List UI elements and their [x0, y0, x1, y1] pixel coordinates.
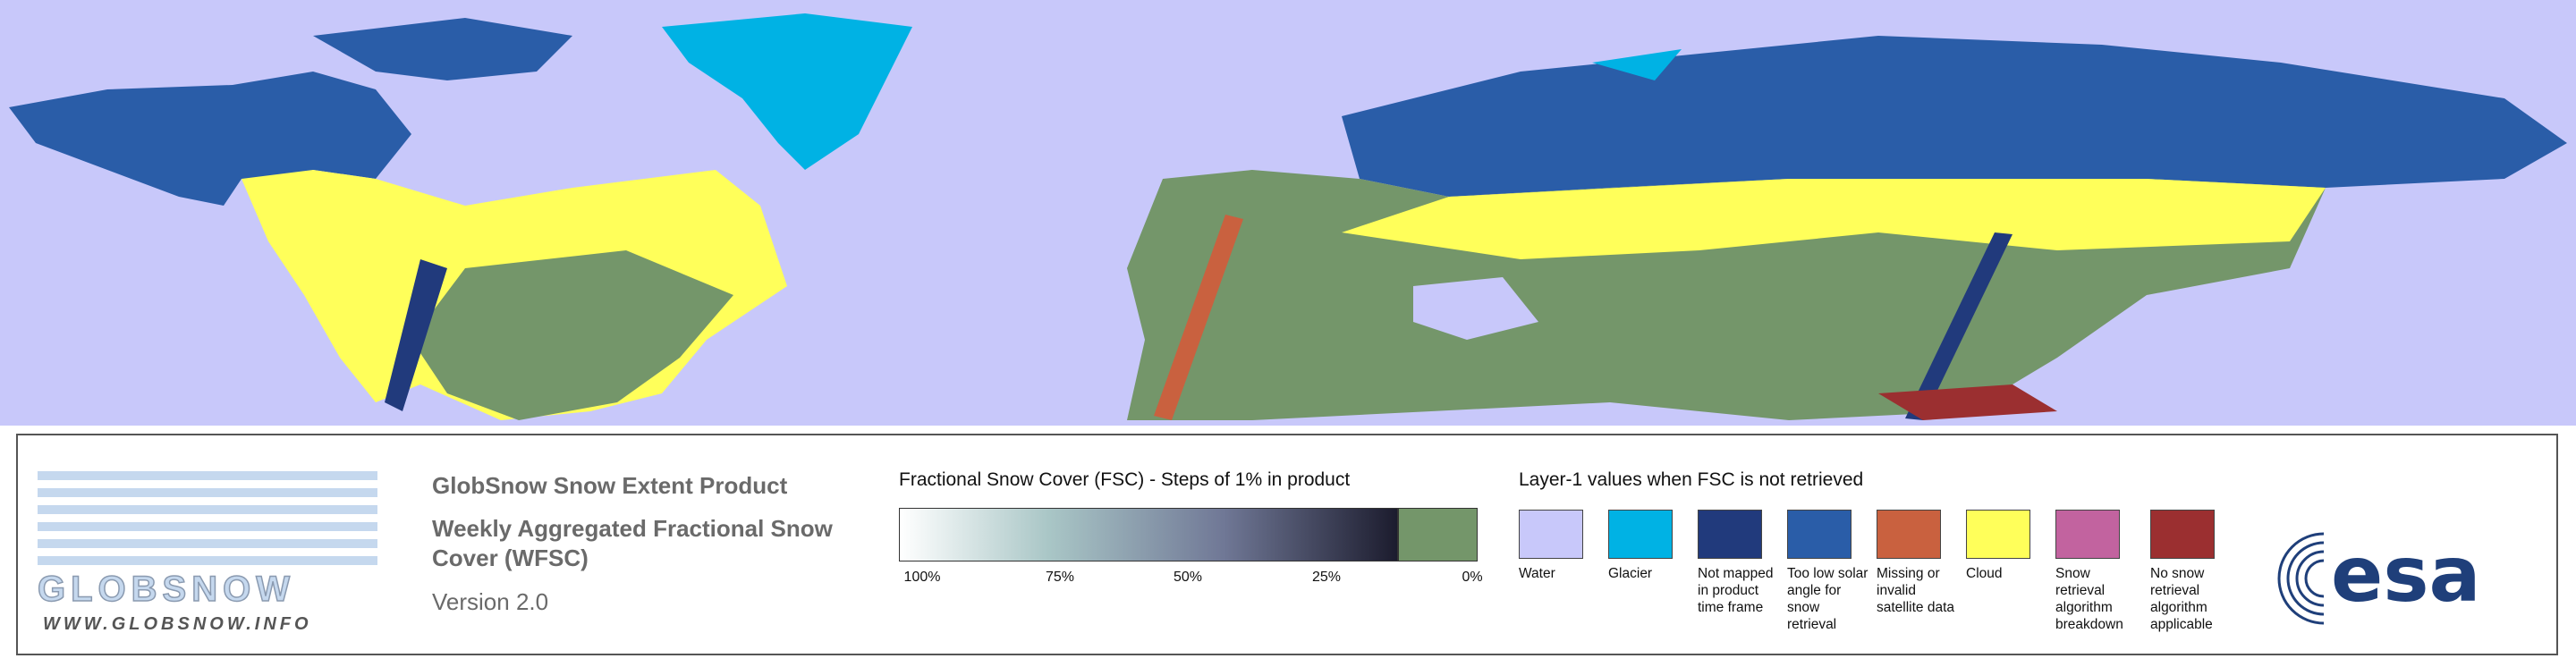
layer-swatch: [1698, 510, 1762, 559]
svalbard: [1592, 49, 1682, 80]
unmapped-swath-asia: [1905, 232, 2012, 420]
logo-name: GLOBSNOW: [37, 569, 295, 610]
arctic-north-america: [9, 72, 411, 206]
mediterranean: [1413, 277, 1538, 340]
product-title: GlobSnow Snow Extent Product: [432, 472, 788, 499]
layer-swatch: [2055, 510, 2120, 559]
product-subtitle: Weekly Aggregated Fractional Snow Cover …: [432, 515, 833, 571]
layer-swatch: [1966, 510, 2030, 559]
fsc-tick-label: 0%: [1462, 570, 1483, 585]
layer-swatch: [1608, 510, 1673, 559]
product-version: Version 2.0: [432, 588, 549, 615]
logo-url: WWW.GLOBSNOW.INFO: [43, 614, 312, 634]
layer-swatch: [2150, 510, 2215, 559]
layer-label: Not mapped in product time frame: [1698, 566, 1774, 615]
esa-text: esa: [2331, 530, 2481, 620]
arctic-islands: [313, 18, 572, 80]
fsc-tick-label: 25%: [1311, 570, 1342, 585]
fsc-tick-label: 75%: [1045, 570, 1075, 585]
layer-swatch: [1877, 510, 1941, 559]
no-retrieval-area: [1878, 384, 2057, 420]
logo-stripes: [38, 471, 377, 565]
layer-label: Too low solar angle for snow retrieval: [1787, 566, 1868, 632]
esa-logo: esa: [2277, 529, 2481, 637]
layer-swatch: [1519, 510, 1583, 559]
eurasia-cloud: [1342, 179, 2326, 259]
layer-label: Glacier: [1608, 566, 1653, 581]
fsc-gradient: [899, 508, 1398, 561]
layer-label: Cloud: [1966, 566, 2003, 581]
fsc-legend-title: Fractional Snow Cover (FSC) - Steps of 1…: [899, 469, 1351, 490]
layer-legend-title: Layer-1 values when FSC is not retrieved: [1519, 469, 1864, 490]
fsc-tick-label: 50%: [1173, 570, 1203, 585]
fsc-zero-swatch: [1398, 508, 1478, 561]
layer-label: Water: [1519, 566, 1555, 581]
snow-map: [0, 0, 2576, 426]
layer-label: Snow retrieval algorithm breakdown: [2055, 566, 2123, 632]
esa-emblem-mask: [2324, 529, 2377, 637]
unmapped-swath: [385, 259, 447, 411]
north-america-snowfree: [411, 250, 733, 420]
fsc-tick-label: 100%: [903, 570, 941, 585]
layer-swatch: [1787, 510, 1852, 559]
layer-label: No snow retrieval algorithm applicable: [2150, 566, 2213, 632]
missing-data-swath: [1154, 215, 1243, 420]
layer-label: Missing or invalid satellite data: [1877, 566, 1955, 615]
greenland: [662, 13, 912, 170]
legend-panel: GLOBSNOW WWW.GLOBSNOW.INFO GlobSnow Snow…: [16, 434, 2558, 655]
